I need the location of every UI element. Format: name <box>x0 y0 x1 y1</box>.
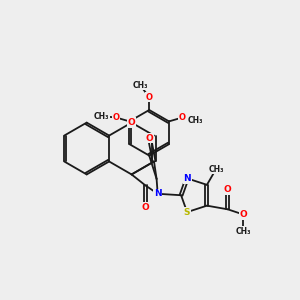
Text: CH₃: CH₃ <box>94 112 110 121</box>
Text: O: O <box>128 118 135 127</box>
Text: O: O <box>224 185 232 194</box>
Text: CH₃: CH₃ <box>132 81 148 90</box>
Text: O: O <box>112 113 119 122</box>
Text: N: N <box>183 174 191 183</box>
Text: O: O <box>142 203 149 212</box>
Text: O: O <box>146 134 154 143</box>
Text: N: N <box>154 189 161 198</box>
Text: S: S <box>184 208 190 217</box>
Text: O: O <box>179 113 186 122</box>
Text: O: O <box>146 92 153 101</box>
Text: CH₃: CH₃ <box>208 165 224 174</box>
Text: O: O <box>239 210 247 219</box>
Text: CH₃: CH₃ <box>236 227 251 236</box>
Text: CH₃: CH₃ <box>188 116 203 124</box>
